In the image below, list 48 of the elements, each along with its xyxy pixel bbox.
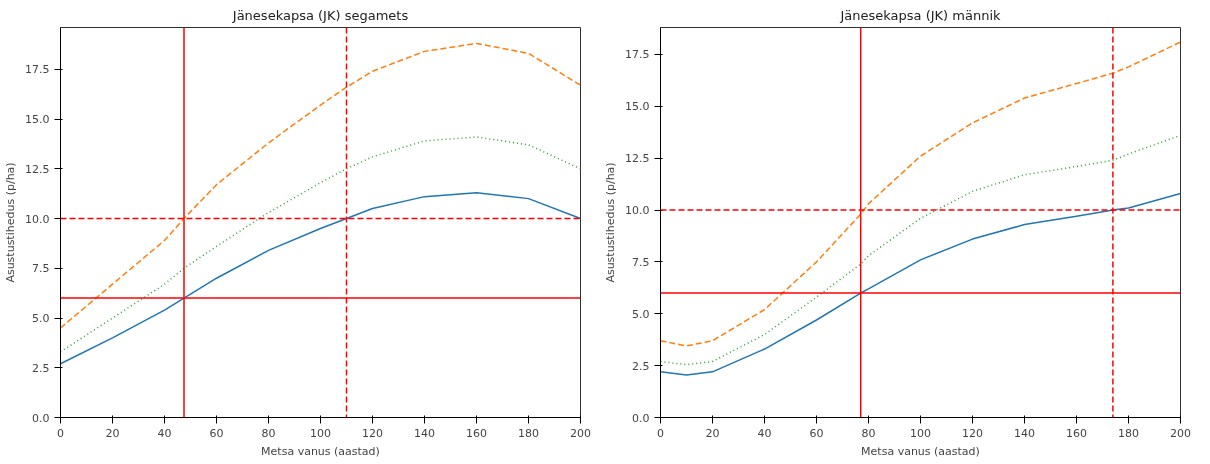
x-tick-label: 60	[209, 426, 224, 440]
y-axis-title: Asustustihedus (p/ha)	[604, 162, 618, 283]
x-tick-label: 20	[705, 426, 720, 440]
x-tick-label: 200	[570, 426, 591, 440]
y-tick-label: 12.5	[625, 152, 650, 166]
y-tick-label: 0.0	[632, 411, 650, 425]
y-tick-label: 17.5	[25, 63, 50, 77]
y-tick-label: 7.5	[632, 255, 650, 269]
x-tick-label: 160	[466, 426, 487, 440]
y-axis-title: Asustustihedus (p/ha)	[4, 162, 18, 283]
x-tick-label: 40	[757, 426, 772, 440]
x-tick-label: 40	[157, 426, 172, 440]
y-tick-label: 12.5	[25, 162, 50, 176]
x-tick-label: 100	[910, 426, 931, 440]
y-tick-label: 10.0	[25, 212, 50, 226]
line-series	[660, 192, 1181, 376]
x-tick-label: 0	[657, 426, 664, 440]
x-tick-label: 0	[57, 426, 64, 440]
y-tick-label: 2.5	[632, 359, 650, 373]
line-series	[60, 191, 581, 365]
y-tick-label: 10.0	[625, 204, 650, 218]
y-tick-label: 0.0	[32, 411, 50, 425]
y-tick-label: 15.0	[625, 100, 650, 114]
line-series	[60, 42, 581, 329]
x-tick-label: 120	[962, 426, 983, 440]
y-tick-label: 17.5	[625, 48, 650, 62]
line-series	[660, 41, 1181, 347]
y-tick-label: 5.0	[632, 307, 650, 321]
x-tick-label: 80	[861, 426, 876, 440]
x-tick-label: 80	[261, 426, 276, 440]
x-axis-title: Metsa vanus (aastad)	[261, 444, 380, 458]
x-tick-label: 200	[1170, 426, 1191, 440]
chart-title: Jänesekapsa (JK) segamets	[231, 7, 409, 23]
x-tick-label: 120	[362, 426, 383, 440]
x-tick-label: 180	[1118, 426, 1139, 440]
y-tick-label: 15.0	[25, 113, 50, 127]
y-tick-label: 7.5	[32, 262, 50, 276]
x-axis-title: Metsa vanus (aastad)	[861, 444, 980, 458]
y-tick-label: 5.0	[32, 312, 50, 326]
y-tick-label: 2.5	[32, 361, 50, 375]
x-tick-label: 60	[809, 426, 824, 440]
x-tick-label: 20	[105, 426, 120, 440]
x-tick-label: 160	[1066, 426, 1087, 440]
x-tick-label: 140	[414, 426, 435, 440]
x-tick-label: 180	[518, 426, 539, 440]
x-tick-label: 140	[1014, 426, 1035, 440]
chart-title: Jänesekapsa (JK) männik	[839, 7, 1002, 23]
x-tick-label: 100	[310, 426, 331, 440]
